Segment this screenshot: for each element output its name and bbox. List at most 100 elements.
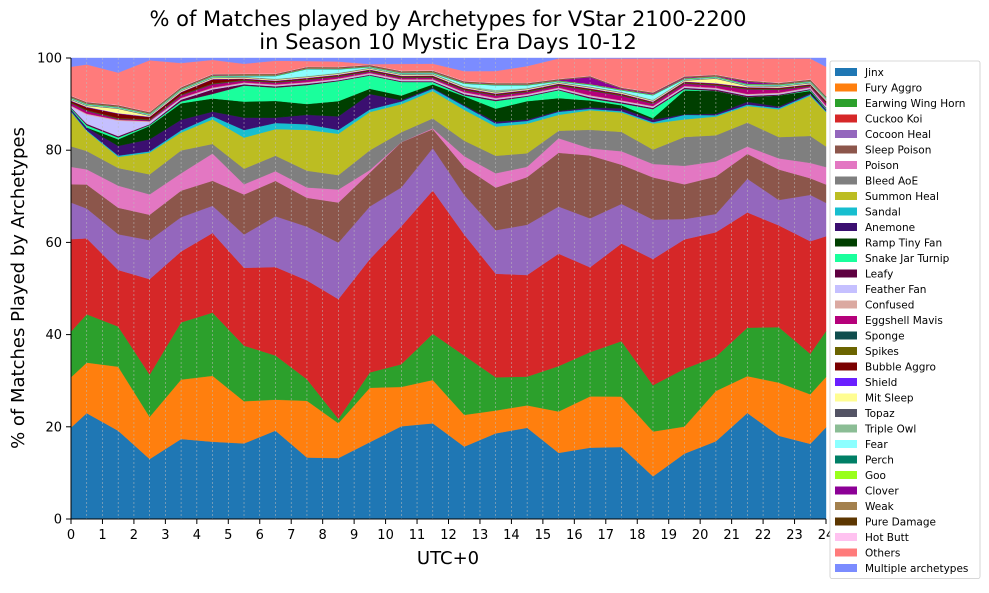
legend-swatch-bleed-aoe xyxy=(835,176,857,185)
x-tick-label: 0 xyxy=(67,528,75,543)
legend-swatch-pure-damage xyxy=(835,517,857,526)
legend-swatch-sleep-poison xyxy=(835,145,857,154)
x-tick-label: 2 xyxy=(130,528,138,543)
y-tick-label: 80 xyxy=(45,144,62,159)
area-multiple-archetypes xyxy=(70,57,827,73)
x-tick-label: 12 xyxy=(440,528,457,543)
legend-label-ramp-tiny-fan: Ramp Tiny Fan xyxy=(865,238,942,250)
legend: Jinx Fury Aggro Earwing Wing Horn Cuckoo Ko… xyxy=(829,60,981,579)
legend-swatch-mit-sleep xyxy=(835,393,857,402)
x-tick-label: 10 xyxy=(377,528,394,543)
x-tick-label: 21 xyxy=(723,528,740,543)
legend-swatch-leafy xyxy=(835,269,857,278)
x-tick-label: 19 xyxy=(660,528,677,543)
legend-label-confused: Confused xyxy=(865,300,914,312)
legend-swatch-fury-aggro xyxy=(835,83,857,92)
legend-label-shield: Shield xyxy=(865,377,897,389)
legend-label-fear: Fear xyxy=(865,439,888,451)
legend-label-triple-owl: Triple Owl xyxy=(864,424,916,436)
y-axis-label: % of Matches Played by Archetypes xyxy=(8,127,29,449)
x-tick-label: 14 xyxy=(503,528,520,543)
chart-subtitle: in Season 10 Mystic Era Days 10-12 xyxy=(259,30,636,54)
legend-swatch-cuckoo-koi xyxy=(835,114,857,123)
legend-label-leafy: Leafy xyxy=(865,269,893,281)
legend-label-eggshell-mavis: Eggshell Mavis xyxy=(865,315,943,327)
x-tick-label: 3 xyxy=(161,528,169,543)
x-tick-label: 11 xyxy=(409,528,426,543)
legend-label-cuckoo-koi: Cuckoo Koi xyxy=(865,114,922,126)
legend-label-poison: Poison xyxy=(865,160,899,172)
legend-swatch-topaz xyxy=(835,409,857,417)
x-tick-label: 8 xyxy=(319,528,327,543)
legend-swatch-eggshell-mavis xyxy=(835,316,857,324)
x-axis-label: UTC+0 xyxy=(417,548,479,569)
legend-label-hot-butt: Hot Butt xyxy=(865,532,909,544)
legend-label-snake-jar-turnip: Snake Jar Turnip xyxy=(865,253,950,265)
legend-label-bleed-aoe: Bleed AoE xyxy=(865,176,918,188)
legend-label-summon-heal: Summon Heal xyxy=(865,191,939,203)
legend-label-spikes: Spikes xyxy=(865,346,899,358)
x-tick-label: 13 xyxy=(472,528,489,543)
x-tick-label: 15 xyxy=(535,528,552,543)
legend-label-feather-fan: Feather Fan xyxy=(865,284,926,296)
legend-label-sponge: Sponge xyxy=(865,331,905,343)
legend-swatch-triple-owl xyxy=(835,424,857,433)
legend-swatch-goo xyxy=(835,471,857,479)
legend-label-perch: Perch xyxy=(865,455,894,467)
grid-layer xyxy=(86,58,811,519)
legend-swatch-summon-heal xyxy=(835,192,857,200)
x-tick-label: 1 xyxy=(98,528,106,543)
x-tick-label: 4 xyxy=(193,528,201,543)
legend-swatch-shield xyxy=(835,378,857,386)
legend-label-sleep-poison: Sleep Poison xyxy=(865,145,931,157)
axes-layer: 0 1 2 3 4 5 6 7 8 9 10 11 12 13 14 15 16 17 18 19 20 21 22 23 24… xyxy=(37,52,834,544)
legend-label-weak: Weak xyxy=(865,501,895,513)
legend-swatch-weak xyxy=(835,502,857,510)
x-tick-label: 16 xyxy=(566,528,583,543)
legend-label-sandal: Sandal xyxy=(865,207,901,219)
legend-frame xyxy=(829,60,981,579)
x-tick-label: 6 xyxy=(256,528,264,543)
legend-swatch-cocoon-heal xyxy=(835,130,857,138)
legend-label-bubble-aggro: Bubble Aggro xyxy=(865,362,936,374)
legend-swatch-poison xyxy=(835,161,857,169)
x-tick-label: 18 xyxy=(629,528,646,543)
x-tick-label: 7 xyxy=(287,528,295,543)
legend-swatch-fear xyxy=(835,440,857,448)
x-tick-label: 5 xyxy=(224,528,232,543)
legend-swatch-jinx xyxy=(835,68,857,76)
legend-label-earwing-wing-horn: Earwing Wing Horn xyxy=(865,98,965,110)
chart-title: % of Matches played by Archetypes for VS… xyxy=(150,7,747,31)
y-tick-label: 100 xyxy=(37,52,62,67)
x-tick-label: 17 xyxy=(598,528,615,543)
legend-label-pure-damage: Pure Damage xyxy=(865,517,936,529)
legend-swatch-snake-jar-turnip xyxy=(835,254,857,262)
legend-swatch-sandal xyxy=(835,207,857,216)
legend-label-others: Others xyxy=(865,548,900,560)
legend-swatch-hot-butt xyxy=(835,533,857,541)
y-tick-label: 0 xyxy=(54,513,62,528)
legend-swatch-anemone xyxy=(835,223,857,231)
legend-label-anemone: Anemone xyxy=(865,222,915,234)
legend-swatch-bubble-aggro xyxy=(835,362,857,371)
x-tick-label: 22 xyxy=(755,528,772,543)
x-tick-label: 9 xyxy=(350,528,358,543)
legend-swatch-multiple-archetypes xyxy=(835,564,857,572)
legend-label-jinx: Jinx xyxy=(864,67,884,79)
legend-label-fury-aggro: Fury Aggro xyxy=(865,83,922,95)
legend-swatch-clover xyxy=(835,486,857,495)
legend-swatch-feather-fan xyxy=(835,285,857,293)
legend-label-cocoon-heal: Cocoon Heal xyxy=(865,129,931,141)
legend-swatch-others xyxy=(835,548,857,557)
legend-label-goo: Goo xyxy=(865,470,886,482)
y-tick-label: 60 xyxy=(45,236,62,251)
y-tick-label: 20 xyxy=(45,420,62,435)
x-tick-label: 23 xyxy=(786,528,803,543)
x-tick-label: 20 xyxy=(692,528,709,543)
legend-swatch-ramp-tiny-fan xyxy=(835,238,857,247)
legend-label-mit-sleep: Mit Sleep xyxy=(865,393,914,405)
legend-swatch-earwing-wing-horn xyxy=(835,99,857,107)
legend-swatch-sponge xyxy=(835,331,857,340)
